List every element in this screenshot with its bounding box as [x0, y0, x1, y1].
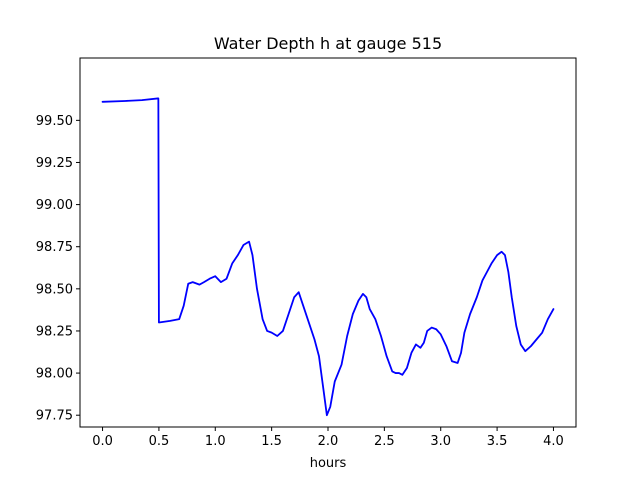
y-tick-label: 99.50	[36, 114, 73, 129]
y-tick-label: 97.75	[36, 409, 73, 424]
y-tick-label: 98.50	[36, 282, 73, 297]
x-axis-label: hours	[310, 456, 347, 471]
series-line-0	[101, 97, 555, 417]
x-tick-label: 3.0	[430, 434, 451, 449]
y-tick-label: 98.75	[36, 240, 73, 255]
x-tick-label: 0.0	[92, 434, 113, 449]
x-tick-label: 2.5	[374, 434, 395, 449]
x-tick-label: 1.0	[205, 434, 226, 449]
x-tick-label: 4.0	[543, 434, 564, 449]
plot-area: 0.0 0.5 1.0 1.5 2.0 2.5 3.0 3.5 4.0 97.75 98.00 98.…	[36, 57, 577, 449]
x-tick-label: 0.5	[149, 434, 170, 449]
y-tick-label: 98.25	[36, 324, 73, 339]
y-tick-label: 98.00	[36, 367, 73, 382]
y-tick-label: 99.25	[36, 156, 73, 171]
x-tick-label: 2.0	[318, 434, 339, 449]
y-tick-label: 99.00	[36, 198, 73, 213]
x-tick-label: 3.5	[487, 434, 508, 449]
chart-title: Water Depth h at gauge 515	[214, 34, 442, 53]
x-tick-label: 1.5	[261, 434, 282, 449]
